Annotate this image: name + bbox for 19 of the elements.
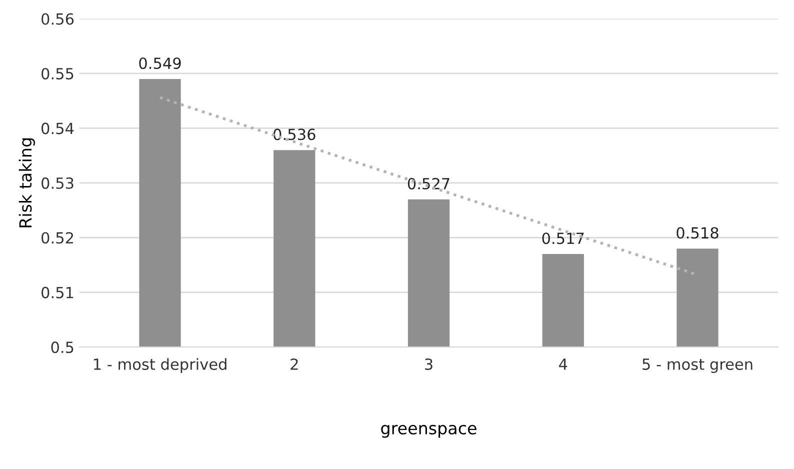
y-tick-label: 0.55 bbox=[42, 68, 74, 80]
data-label: 0.518 bbox=[676, 227, 718, 239]
data-label: 0.536 bbox=[274, 128, 316, 140]
y-tick-label: 0.56 bbox=[42, 13, 74, 25]
y-tick-label: 0.53 bbox=[42, 177, 74, 189]
y-axis-title: Risk taking bbox=[18, 138, 35, 228]
data-label: 0.549 bbox=[139, 57, 181, 70]
y-tick-label: 0.51 bbox=[42, 286, 74, 298]
x-tick-label: 4 bbox=[559, 358, 568, 370]
x-tick-label: 2 bbox=[290, 358, 298, 370]
data-label: 0.517 bbox=[542, 232, 584, 244]
x-axis-title: greenspace bbox=[381, 424, 476, 438]
y-tick-label: 0.52 bbox=[42, 232, 74, 244]
y-tick-label: 0.54 bbox=[42, 122, 74, 134]
data-label: 0.527 bbox=[408, 178, 450, 190]
x-tick-label: 5 - most green bbox=[642, 358, 752, 373]
y-tick-label: 0.5 bbox=[51, 342, 74, 354]
x-tick-label: 3 bbox=[425, 358, 432, 370]
x-tick-label: 1 - most deprived bbox=[94, 358, 226, 373]
